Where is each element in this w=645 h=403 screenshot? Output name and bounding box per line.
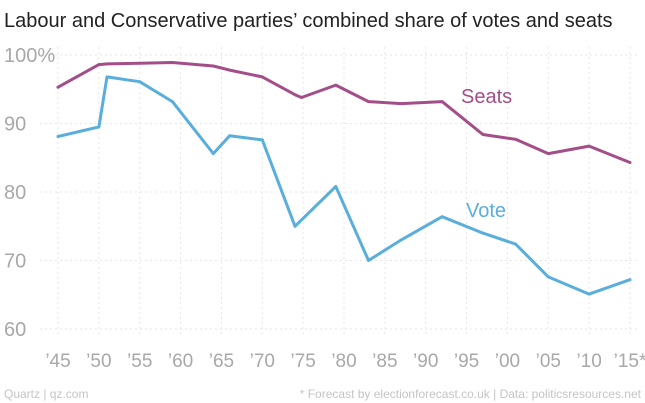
data-point-vote (171, 100, 174, 103)
x-tick-label: ’15* (614, 351, 645, 372)
y-axis-ticks: 60 70 80 90 100% (4, 45, 55, 341)
data-point-vote (481, 231, 485, 235)
data-point-seats (367, 100, 370, 103)
data-point-seats (293, 93, 297, 97)
data-point-vote (399, 238, 403, 242)
data-point-vote (105, 75, 109, 79)
x-axis-ticks: ’45 ’50 ’55 ’60 ’65 ’70 ’75 ’80 ’85 ’90 ’95 ’00 ’05 ’… (45, 351, 645, 372)
data-point-vote (260, 138, 264, 142)
x-tick-label: ’75 (290, 351, 315, 372)
x-tick-label: ’50 (86, 351, 111, 372)
y-tick-label: 70 (4, 251, 26, 273)
data-point-vote (440, 215, 444, 219)
data-point-vote (56, 135, 60, 138)
x-tick-label: ’95 (454, 351, 479, 372)
y-tick-label: 80 (4, 182, 26, 204)
footer-source-left: Quartz | qz.com (4, 387, 88, 401)
data-point-seats (138, 61, 142, 65)
x-tick-label: ’80 (331, 351, 356, 372)
y-tick-label: 100% (4, 45, 55, 67)
data-point-vote (367, 259, 370, 262)
data-point-seats (546, 152, 550, 156)
data-point-seats (56, 85, 60, 89)
data-point-vote (293, 224, 297, 228)
x-tick-label: ’70 (250, 351, 275, 372)
footer-source-right: * Forecast by electionforecast.co.uk | D… (300, 387, 642, 401)
data-point-seats (628, 161, 632, 164)
data-point-seats (105, 62, 109, 66)
data-point-vote (228, 134, 232, 138)
data-point-vote (514, 242, 517, 246)
data-point-vote (546, 275, 550, 279)
data-point-vote (628, 278, 632, 282)
series-layer (56, 61, 632, 296)
x-tick-label: ’10 (576, 351, 601, 372)
data-point-seats (399, 102, 403, 105)
data-point-seats (514, 137, 517, 141)
grid-lines (40, 47, 640, 337)
legend-label-seats: Seats (461, 86, 512, 108)
data-point-vote (334, 185, 338, 188)
y-tick-label: 60 (4, 319, 26, 341)
x-tick-label: ’65 (209, 351, 234, 372)
data-point-vote (138, 80, 142, 84)
data-point-seats (587, 144, 591, 148)
data-point-seats (97, 63, 101, 66)
y-tick-label: 90 (4, 114, 26, 136)
data-point-seats (211, 64, 215, 68)
x-tick-label: ’55 (127, 351, 152, 372)
chart-title: Labour and Conservative parties’ combine… (4, 10, 613, 32)
data-point-seats (334, 83, 338, 87)
data-point-seats (481, 133, 485, 136)
data-point-seats (440, 100, 444, 103)
x-tick-label: ’45 (45, 351, 70, 372)
data-point-vote (587, 292, 591, 296)
data-point-seats (300, 96, 303, 99)
x-tick-label: ’60 (168, 351, 193, 372)
data-point-vote (211, 152, 215, 156)
x-tick-label: ’90 (413, 351, 438, 372)
x-tick-label: ’85 (372, 351, 397, 372)
x-tick-label: ’05 (536, 351, 561, 372)
data-point-vote (97, 125, 101, 129)
data-point-seats (260, 75, 264, 79)
data-point-seats (171, 61, 174, 64)
legend-label-vote: Vote (466, 200, 506, 222)
data-point-seats (228, 68, 232, 72)
series-line-vote (56, 75, 632, 296)
x-tick-label: ’00 (495, 351, 520, 372)
